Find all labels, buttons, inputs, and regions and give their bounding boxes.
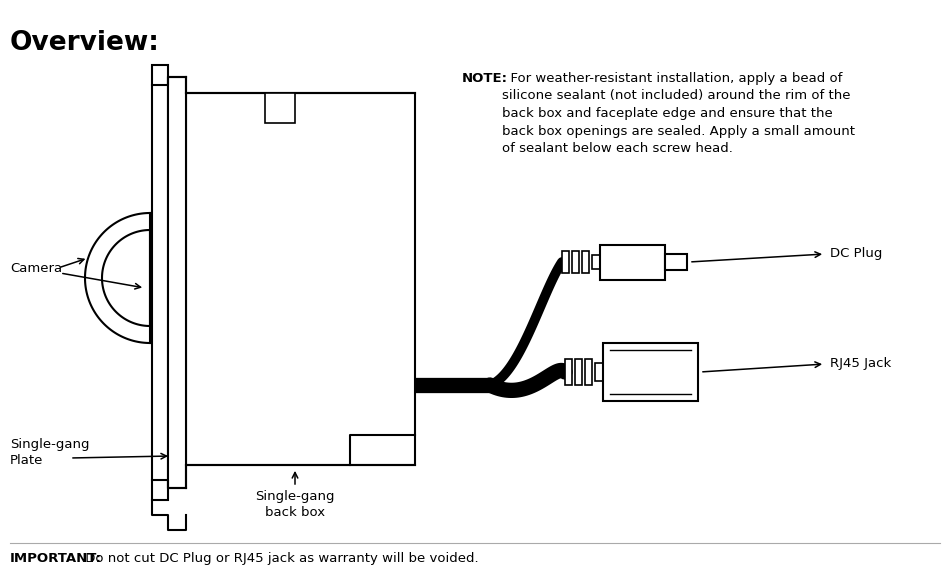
Bar xyxy=(600,245,665,280)
Bar xyxy=(585,359,592,385)
Bar xyxy=(565,359,572,385)
Text: Overview:: Overview: xyxy=(10,30,160,56)
Text: Single-gang
back box: Single-gang back box xyxy=(256,490,334,519)
Bar xyxy=(582,251,589,273)
Bar xyxy=(265,93,295,123)
Bar xyxy=(592,255,600,269)
Text: DC Plug: DC Plug xyxy=(830,248,883,261)
Text: Do not cut DC Plug or RJ45 jack as warranty will be voided.: Do not cut DC Plug or RJ45 jack as warra… xyxy=(81,552,479,565)
Text: Single-gang
Plate: Single-gang Plate xyxy=(10,438,89,467)
Text: Camera: Camera xyxy=(10,262,62,275)
Bar xyxy=(603,343,698,401)
Text: For weather-resistant installation, apply a bead of
silicone sealant (not includ: For weather-resistant installation, appl… xyxy=(502,72,855,155)
Bar xyxy=(575,359,582,385)
Bar xyxy=(152,65,168,500)
Bar xyxy=(572,251,579,273)
Text: IMPORTANT:: IMPORTANT: xyxy=(10,552,102,565)
Bar xyxy=(562,251,569,273)
Bar xyxy=(595,363,603,381)
Text: RJ45 Jack: RJ45 Jack xyxy=(830,357,891,371)
Text: NOTE:: NOTE: xyxy=(462,72,508,85)
Bar xyxy=(186,93,415,465)
Bar xyxy=(168,77,186,488)
Bar xyxy=(665,254,687,270)
